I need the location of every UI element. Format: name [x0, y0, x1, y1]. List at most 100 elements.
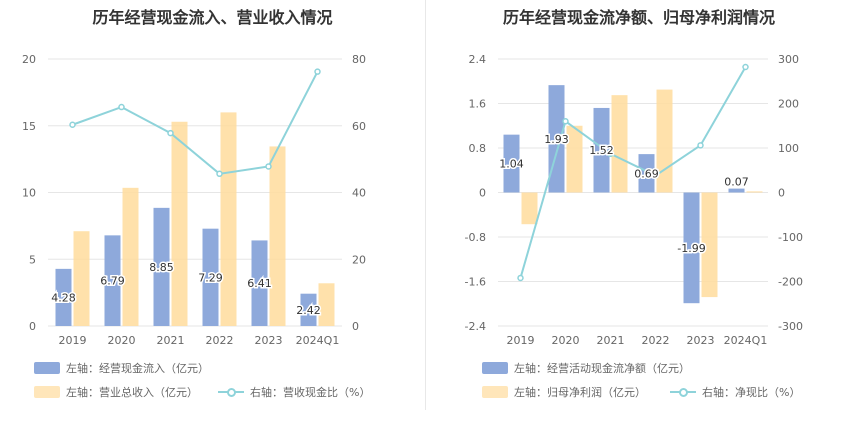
data-label: 0.07 — [724, 176, 749, 189]
y-right-tick-label: 100 — [778, 142, 799, 155]
legend-label: 左轴：经营活动现金流净额（亿元） — [514, 362, 690, 375]
y-left-tick-label: 0.8 — [469, 142, 487, 155]
data-label: 1.93 — [544, 133, 569, 146]
cash-bar — [55, 268, 72, 326]
legend-label: 左轴：营业总收入（亿元） — [66, 386, 198, 399]
y-right-tick-label: -200 — [778, 276, 803, 289]
cash-bar — [728, 188, 745, 193]
y-left-tick-label: 1.6 — [469, 98, 487, 111]
secondary-bar — [73, 231, 90, 326]
legend-swatch-bar2 — [34, 386, 60, 398]
cash-bar — [593, 107, 610, 193]
y-left-tick-label: 5 — [29, 253, 36, 266]
x-tick-label: 2020 — [108, 334, 136, 347]
y-right-tick-label: 40 — [352, 187, 366, 200]
ratio-point — [697, 142, 704, 149]
ratio-point — [167, 129, 174, 137]
secondary-bar — [171, 121, 188, 327]
y-left-tick-label: -0.8 — [465, 231, 486, 244]
ratio-line — [72, 71, 319, 175]
y-right-tick-label: 20 — [352, 253, 366, 266]
x-tick-label: 2022 — [642, 334, 670, 347]
x-tick-label: 2024Q1 — [296, 334, 340, 347]
ratio-point — [69, 121, 76, 128]
ratio-line — [519, 66, 747, 279]
x-tick-label: 2021 — [157, 334, 185, 347]
legend-item-cash-ratio[interactable]: 右轴：营收现金比（%） — [218, 384, 370, 400]
y-left-tick-label: 15 — [22, 120, 36, 133]
data-label: -1.99 — [677, 242, 705, 255]
legend-item-net-cashflow[interactable]: 左轴：经营活动现金流净额（亿元） — [482, 360, 690, 376]
secondary-bar — [220, 112, 237, 327]
x-tick-label: 2023 — [255, 334, 283, 347]
ratio-point — [652, 172, 659, 179]
cash-bar — [683, 192, 700, 304]
secondary-bar — [656, 89, 673, 193]
y-right-tick-label: 0 — [352, 320, 359, 333]
secondary-bar — [566, 125, 583, 193]
cash-bar — [104, 235, 121, 326]
data-label: 6.79 — [100, 275, 125, 288]
y-left-tick-label: 0 — [29, 320, 36, 333]
legend-item-revenue[interactable]: 左轴：营业总收入（亿元） — [34, 384, 198, 400]
ratio-point — [742, 63, 749, 71]
x-tick-label: 2020 — [552, 334, 580, 347]
x-tick-label: 2024Q1 — [724, 334, 768, 347]
y-left-tick-label: 0 — [479, 187, 486, 200]
legend-item-cash-inflow[interactable]: 左轴：经营现金流入（亿元） — [34, 360, 209, 376]
ratio-point — [265, 163, 272, 170]
legend-label: 左轴：经营现金流入（亿元） — [66, 362, 209, 375]
ratio-point — [517, 274, 524, 282]
left-chart-title: 历年经营现金流入、营业收入情况 — [92, 8, 333, 27]
cash-bar — [153, 207, 170, 326]
legend-swatch-bar1 — [34, 362, 60, 374]
legend-line-marker — [218, 386, 244, 398]
data-label: 8.85 — [149, 261, 174, 274]
data-label: 6.41 — [247, 277, 272, 290]
data-label: 0.69 — [634, 167, 659, 180]
data-label: 2.42 — [296, 304, 321, 317]
legend-swatch-bar2 — [482, 386, 508, 398]
secondary-bar — [701, 192, 718, 298]
legend-label: 左轴：归母净利润（亿元） — [514, 386, 646, 399]
x-tick-label: 2022 — [206, 334, 234, 347]
secondary-bar — [611, 95, 628, 193]
x-tick-label: 2019 — [59, 334, 87, 347]
secondary-bar — [318, 283, 335, 326]
legend-item-net-profit[interactable]: 左轴：归母净利润（亿元） — [482, 384, 646, 400]
secondary-bar — [269, 146, 286, 326]
y-right-tick-label: -100 — [778, 231, 803, 244]
y-right-tick-label: 200 — [778, 98, 799, 111]
legend-label: 右轴：营收现金比（%） — [250, 386, 371, 399]
left-chart-panel: 历年经营现金流入、营业收入情况 0 5 10 15 20 0 20 40 60 80 2019 202… — [22, 8, 370, 400]
ratio-point — [118, 103, 125, 111]
data-label: 1.52 — [589, 144, 614, 157]
secondary-bar — [521, 192, 538, 225]
ratio-point — [562, 118, 569, 125]
cash-bar — [251, 240, 268, 326]
right-chart-panel: 历年经营现金流净额、归母净利润情况 2.4 1.6 0.8 0 -0.8 -1.6 -2.4… — [428, 0, 850, 437]
y-right-tick-label: 300 — [778, 53, 799, 66]
data-label: 4.28 — [51, 291, 76, 304]
panel-divider — [425, 0, 426, 410]
secondary-bar — [122, 187, 139, 326]
cash-bar — [300, 293, 317, 326]
secondary-bar — [746, 191, 763, 193]
x-tick-label: 2021 — [597, 334, 625, 347]
y-right-tick-label: 60 — [352, 120, 366, 133]
y-right-tick-label: 80 — [352, 53, 366, 66]
x-tick-label: 2023 — [687, 334, 715, 347]
cash-bar — [638, 154, 655, 193]
ratio-point — [314, 68, 321, 75]
left-chart-canvas: 0 5 10 15 20 0 20 40 60 80 2019 2020 2021 2022 2023 202… — [22, 53, 366, 347]
y-right-tick-label: -300 — [778, 320, 803, 333]
legend-item-net-cash-ratio[interactable]: 右轴：净现比（%） — [670, 384, 800, 400]
cash-bar — [503, 134, 520, 193]
legend-swatch-bar1 — [482, 362, 508, 374]
legend-line-marker — [670, 386, 696, 398]
y-left-tick-label: 10 — [22, 187, 36, 200]
data-label: 7.29 — [198, 271, 223, 284]
legend-label: 右轴：净现比（%） — [702, 386, 801, 399]
ratio-point — [607, 150, 614, 158]
y-left-tick-label: 2.4 — [469, 53, 487, 66]
